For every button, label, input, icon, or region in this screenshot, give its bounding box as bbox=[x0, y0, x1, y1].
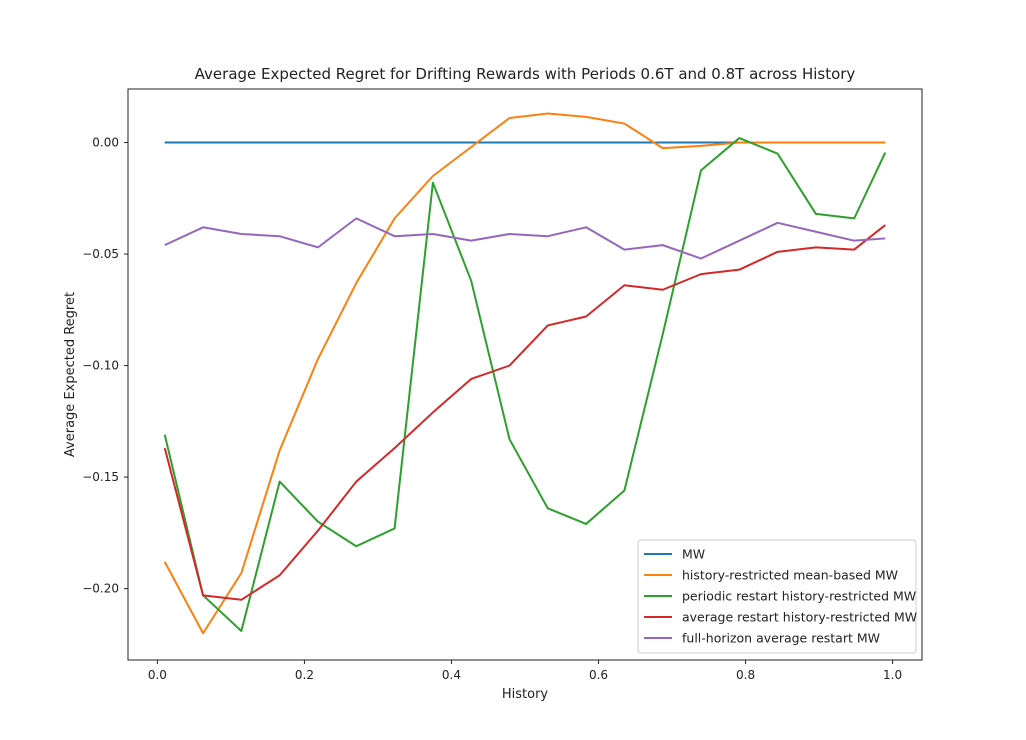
series-line-4 bbox=[164, 217, 886, 260]
y-tick-label: 0.00 bbox=[92, 136, 119, 150]
chart-title: Average Expected Regret for Drifting Rew… bbox=[195, 65, 856, 83]
x-tick-label: 0.6 bbox=[589, 668, 608, 682]
plot-frame bbox=[127, 88, 923, 661]
legend-label: full-horizon average restart MW bbox=[682, 631, 880, 646]
legend-label: periodic restart history-restricted MW bbox=[682, 589, 916, 604]
x-axis-label: History bbox=[502, 687, 549, 702]
legend-label: history-restricted mean-based MW bbox=[682, 568, 898, 583]
series-line-1 bbox=[163, 112, 886, 635]
legend-label: average restart history-restricted MW bbox=[682, 610, 917, 625]
x-tick-label: 0.2 bbox=[295, 668, 314, 682]
y-axis-label: Average Expected Regret bbox=[63, 292, 78, 457]
y-tick-label: −0.05 bbox=[82, 247, 119, 261]
x-tick-label: 0.0 bbox=[148, 668, 167, 682]
x-tick-label: 0.4 bbox=[442, 668, 461, 682]
y-tick-label: −0.15 bbox=[82, 470, 119, 484]
legend: MW history-restricted mean-based MW period… bbox=[637, 539, 917, 654]
series-line-3 bbox=[163, 224, 886, 601]
y-tick-label: −0.10 bbox=[82, 359, 119, 373]
y-tick-label: −0.20 bbox=[82, 582, 119, 596]
legend-label: MW bbox=[682, 547, 705, 562]
x-tick-label: 0.8 bbox=[736, 668, 755, 682]
x-tick-label: 1.0 bbox=[883, 668, 902, 682]
series-line-2 bbox=[163, 137, 887, 632]
legend-box bbox=[637, 539, 917, 654]
